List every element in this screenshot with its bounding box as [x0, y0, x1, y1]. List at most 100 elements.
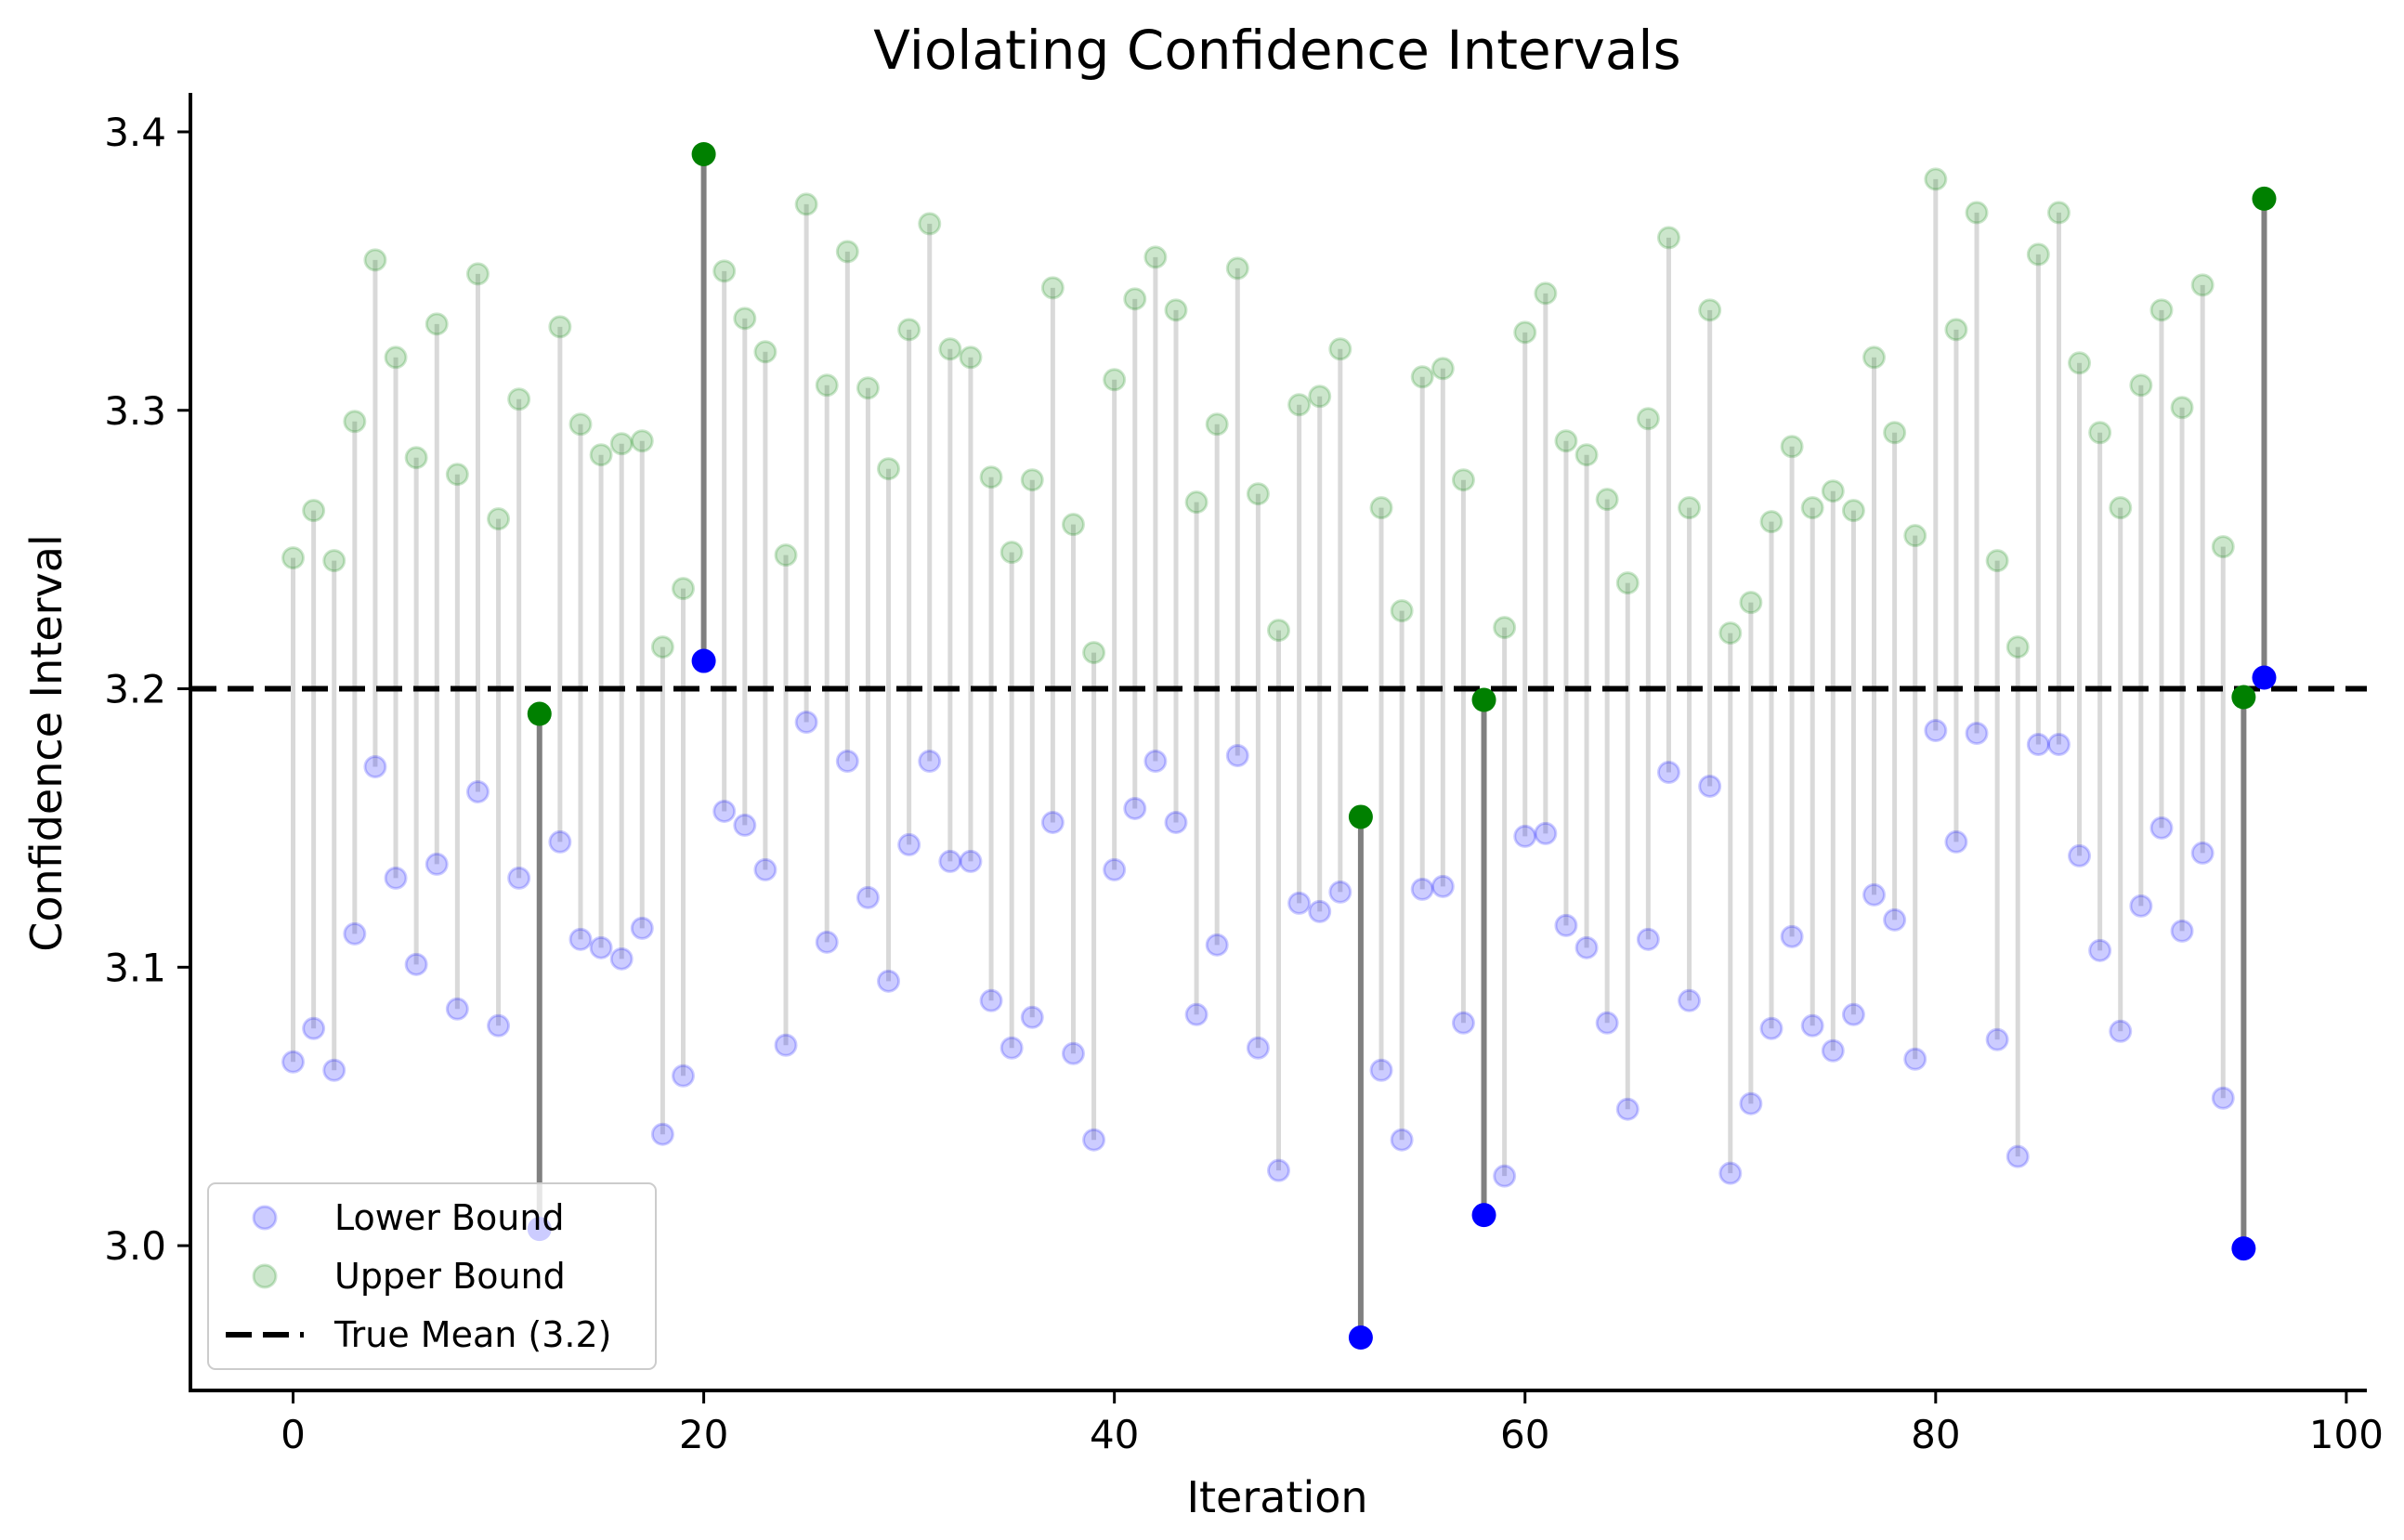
- upper-bound-point: [1718, 621, 1743, 646]
- lower-bound-point: [1040, 810, 1065, 834]
- lower-bound-point: [1493, 1164, 1517, 1188]
- x-tick-label: 100: [2309, 1412, 2384, 1457]
- violating-upper-point: [2231, 685, 2256, 710]
- upper-bound-point: [1369, 496, 1393, 520]
- upper-bound-point: [918, 212, 942, 236]
- lower-bound-point: [877, 969, 901, 993]
- x-tick-label: 80: [1911, 1412, 1960, 1457]
- upper-bound-point: [322, 549, 346, 573]
- upper-bound-point: [712, 259, 737, 283]
- lower-bound-point: [999, 1036, 1024, 1060]
- lower-bound-point: [1800, 1013, 1824, 1038]
- upper-bound-point: [2129, 373, 2153, 398]
- lower-bound-point: [2046, 732, 2071, 756]
- upper-bound-point: [1574, 443, 1599, 467]
- lower-bound-point: [1020, 1005, 1044, 1029]
- lower-bound-point: [2190, 841, 2215, 865]
- lower-bound-point: [2109, 1019, 2133, 1043]
- upper-bound-point: [938, 337, 962, 361]
- lower-bound-point: [753, 857, 777, 881]
- upper-bound-point: [2046, 201, 2071, 225]
- upper-bound-point: [1205, 412, 1229, 437]
- upper-bound-point: [2068, 351, 2092, 375]
- interval-lines: [291, 153, 2267, 1338]
- lower-bound-point: [1410, 877, 1434, 901]
- lower-bound-point: [445, 997, 469, 1021]
- legend-mean-label: True Mean (3.2): [333, 1314, 612, 1355]
- lower-bound-point: [1554, 913, 1578, 937]
- lower-bound-point: [1225, 743, 1249, 767]
- y-axis-label: Confidence Interval: [21, 534, 72, 951]
- y-tick-label: 3.0: [104, 1223, 166, 1269]
- lower-bound-point: [938, 849, 962, 873]
- lower-bound-point: [1143, 749, 1168, 773]
- upper-bound-point: [1410, 365, 1434, 389]
- upper-bound-point: [1082, 641, 1106, 665]
- lower-bound-point: [1656, 760, 1680, 784]
- lower-bound-point: [794, 711, 818, 735]
- upper-bound-point: [1965, 201, 1989, 225]
- upper-bound-point: [1513, 320, 1537, 345]
- lower-bound-point: [281, 1050, 306, 1074]
- upper-bound-point: [733, 307, 757, 331]
- upper-bound-point: [2149, 298, 2174, 322]
- upper-bound-point: [1123, 287, 1147, 311]
- y-tick-label: 3.4: [104, 110, 166, 155]
- violating-upper-point: [1348, 804, 1373, 829]
- lower-bound-point: [1061, 1041, 1085, 1065]
- lower-bound-point: [2006, 1144, 2030, 1168]
- lower-bound-point: [1883, 907, 1907, 932]
- upper-bound-point: [2088, 421, 2112, 445]
- upper-bound-point: [1554, 429, 1578, 453]
- upper-bound-point: [979, 465, 1003, 489]
- lower-bound-point: [548, 829, 572, 854]
- x-axis-label: Iteration: [1186, 1472, 1367, 1522]
- lower-bound-point: [1965, 722, 1989, 746]
- upper-bound-point: [1308, 385, 1332, 409]
- lower-bound-point: [2088, 938, 2112, 962]
- lower-bound-point: [1287, 891, 1312, 915]
- upper-bound-point: [753, 340, 777, 364]
- lower-bound-point: [918, 749, 942, 773]
- violating-upper-point: [2252, 186, 2277, 211]
- lower-bound-point: [1513, 824, 1537, 848]
- upper-bound-point: [1103, 368, 1127, 392]
- upper-bound-point: [815, 373, 839, 398]
- upper-bound-point: [794, 192, 818, 216]
- upper-bound-point: [1678, 496, 1702, 520]
- upper-bound-point: [897, 318, 921, 342]
- upper-bound-point: [1985, 549, 2009, 573]
- lower-bound-point: [1164, 810, 1188, 834]
- upper-bound-point: [1493, 616, 1517, 640]
- legend-upper-marker: [252, 1263, 278, 1289]
- upper-bound-point: [1184, 490, 1209, 515]
- upper-bound-point: [1267, 619, 1290, 643]
- lower-bound-point: [1862, 882, 1887, 907]
- upper-bound-point: [1821, 479, 1845, 503]
- upper-bound-point: [1800, 496, 1824, 520]
- upper-bound-point: [1944, 318, 1968, 342]
- violating-lower-point: [1471, 1203, 1496, 1228]
- lower-bound-point: [1615, 1097, 1640, 1121]
- upper-bound-point: [1656, 226, 1680, 250]
- y-tick-label: 3.1: [104, 945, 166, 990]
- lower-bound-point: [1369, 1058, 1393, 1082]
- lower-bound-point: [2026, 732, 2050, 756]
- lower-bound-point: [568, 927, 593, 951]
- upper-bound-point: [2170, 396, 2194, 420]
- lower-bound-point: [1759, 1016, 1783, 1040]
- lower-bound-point: [1123, 796, 1147, 820]
- upper-bound-point: [1883, 421, 1907, 445]
- upper-bound-point: [2190, 273, 2215, 297]
- violating-lower-point: [2231, 1236, 2256, 1261]
- lower-bound-point: [733, 813, 757, 837]
- lower-bound-point: [609, 946, 634, 971]
- lower-bound-point: [1246, 1036, 1270, 1060]
- lower-bound-point: [1451, 1011, 1475, 1035]
- lower-bound-point: [1985, 1027, 2009, 1051]
- chart-title: Violating Confidence Intervals: [873, 19, 1680, 82]
- bound-points: [281, 141, 2277, 1351]
- x-axis-ticks: 0 20 40 60 80 100: [281, 1390, 2384, 1457]
- lower-bound-point: [1574, 935, 1599, 959]
